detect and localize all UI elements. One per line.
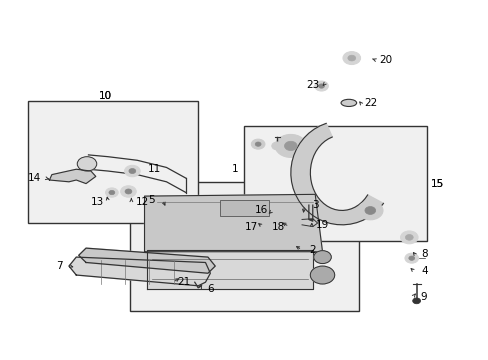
Circle shape	[129, 168, 136, 174]
Text: 15: 15	[429, 179, 443, 189]
Circle shape	[251, 139, 264, 149]
Polygon shape	[302, 219, 317, 226]
Circle shape	[310, 266, 334, 284]
Text: 20: 20	[379, 55, 392, 65]
Circle shape	[313, 251, 330, 264]
Text: 10: 10	[99, 91, 112, 101]
Circle shape	[109, 190, 115, 195]
Text: 9: 9	[420, 292, 427, 302]
Polygon shape	[147, 250, 312, 289]
Bar	[244, 126, 427, 241]
Circle shape	[412, 298, 420, 304]
Text: 4: 4	[421, 266, 427, 276]
Circle shape	[342, 51, 360, 64]
Circle shape	[284, 141, 297, 150]
Circle shape	[364, 207, 375, 215]
Text: 21: 21	[177, 277, 190, 287]
Text: 5: 5	[148, 195, 155, 205]
Circle shape	[318, 84, 324, 88]
Circle shape	[105, 188, 118, 197]
Text: 22: 22	[364, 98, 377, 108]
Circle shape	[275, 134, 306, 157]
Text: 16: 16	[254, 206, 267, 216]
Bar	[130, 182, 358, 311]
Bar	[27, 101, 198, 223]
Text: 18: 18	[271, 222, 285, 231]
Text: 10: 10	[99, 91, 112, 101]
Text: 2: 2	[309, 245, 315, 255]
Text: 7: 7	[56, 261, 62, 271]
Circle shape	[124, 165, 140, 177]
Circle shape	[404, 253, 418, 263]
Text: 12: 12	[135, 197, 148, 207]
Circle shape	[347, 55, 355, 61]
Text: 3: 3	[311, 200, 318, 210]
Circle shape	[314, 81, 328, 91]
Polygon shape	[49, 169, 96, 184]
Text: 8: 8	[421, 248, 427, 258]
Circle shape	[405, 234, 412, 240]
Circle shape	[255, 142, 261, 146]
Text: 1: 1	[231, 164, 238, 174]
Polygon shape	[69, 257, 210, 286]
Bar	[220, 200, 268, 216]
Circle shape	[271, 142, 282, 150]
Circle shape	[400, 231, 417, 244]
Text: 19: 19	[315, 220, 328, 230]
Text: 11: 11	[147, 164, 161, 174]
Polygon shape	[144, 194, 322, 252]
Text: 6: 6	[206, 284, 213, 294]
Text: 14: 14	[28, 173, 41, 183]
Circle shape	[125, 189, 132, 194]
Text: 15: 15	[429, 179, 443, 189]
Polygon shape	[290, 123, 383, 225]
Circle shape	[121, 186, 136, 197]
Circle shape	[357, 201, 382, 220]
Text: 13: 13	[90, 197, 103, 207]
Text: 23: 23	[305, 80, 319, 90]
Circle shape	[408, 256, 414, 260]
Polygon shape	[79, 248, 215, 273]
Circle shape	[77, 157, 97, 171]
Text: 17: 17	[244, 222, 258, 231]
Ellipse shape	[340, 99, 356, 107]
